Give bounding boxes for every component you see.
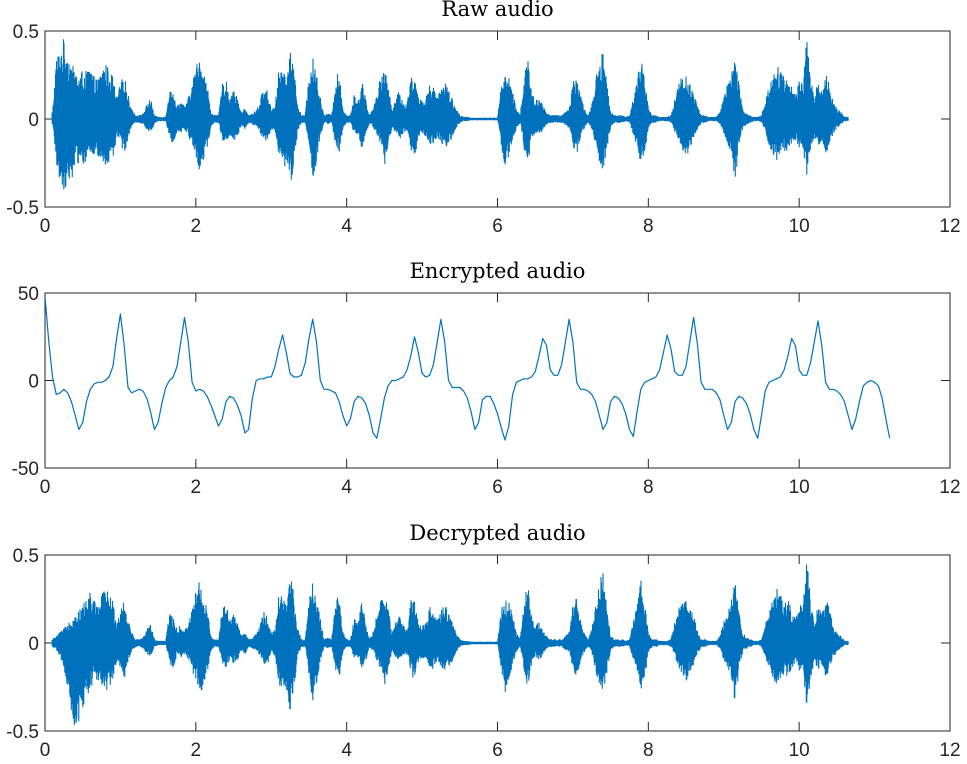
decrypted-ytick-label: -0.5 [6,722,39,743]
raw-ytick-label: 0.5 [13,22,39,43]
decrypted-xtick-label: 8 [643,740,654,761]
raw-xtick-label: 4 [341,216,352,237]
decrypted-title: Decrypted audio [409,521,585,545]
decrypted-xtick-label: 12 [939,740,960,761]
encrypted-xtick-label: 12 [939,477,960,498]
encrypted-xtick-label: 6 [492,477,503,498]
decrypted-xtick-label: 0 [40,740,51,761]
decrypted-ytick-label: 0.5 [13,546,39,567]
decrypted-xtick-label: 10 [789,740,810,761]
encrypted-ytick-label: 50 [18,284,39,305]
raw-xtick-label: 8 [643,216,654,237]
encrypted-ytick-label: -50 [12,459,39,480]
encrypted-xtick-label: 4 [341,477,352,498]
raw-ytick-label: -0.5 [6,198,39,219]
decrypted-ytick-label: 0 [28,634,39,655]
raw-xtick-label: 6 [492,216,503,237]
encrypted-ytick-label: 0 [28,372,39,393]
raw-xtick-label: 10 [789,216,810,237]
encrypted-title: Encrypted audio [410,259,586,283]
decrypted-xtick-label: 2 [191,740,202,761]
raw-ytick-label: 0 [28,110,39,131]
decrypted-xtick-label: 6 [492,740,503,761]
raw-xtick-label: 0 [40,216,51,237]
encrypted-xtick-label: 8 [643,477,654,498]
encrypted-xtick-label: 10 [789,477,810,498]
raw-title: Raw audio [441,0,553,21]
encrypted-xtick-label: 2 [191,477,202,498]
decrypted-xtick-label: 4 [341,740,352,761]
raw-xtick-label: 2 [191,216,202,237]
encrypted-axes-box [45,293,950,468]
encrypted-xtick-label: 0 [40,477,51,498]
raw-xtick-label: 12 [939,216,960,237]
